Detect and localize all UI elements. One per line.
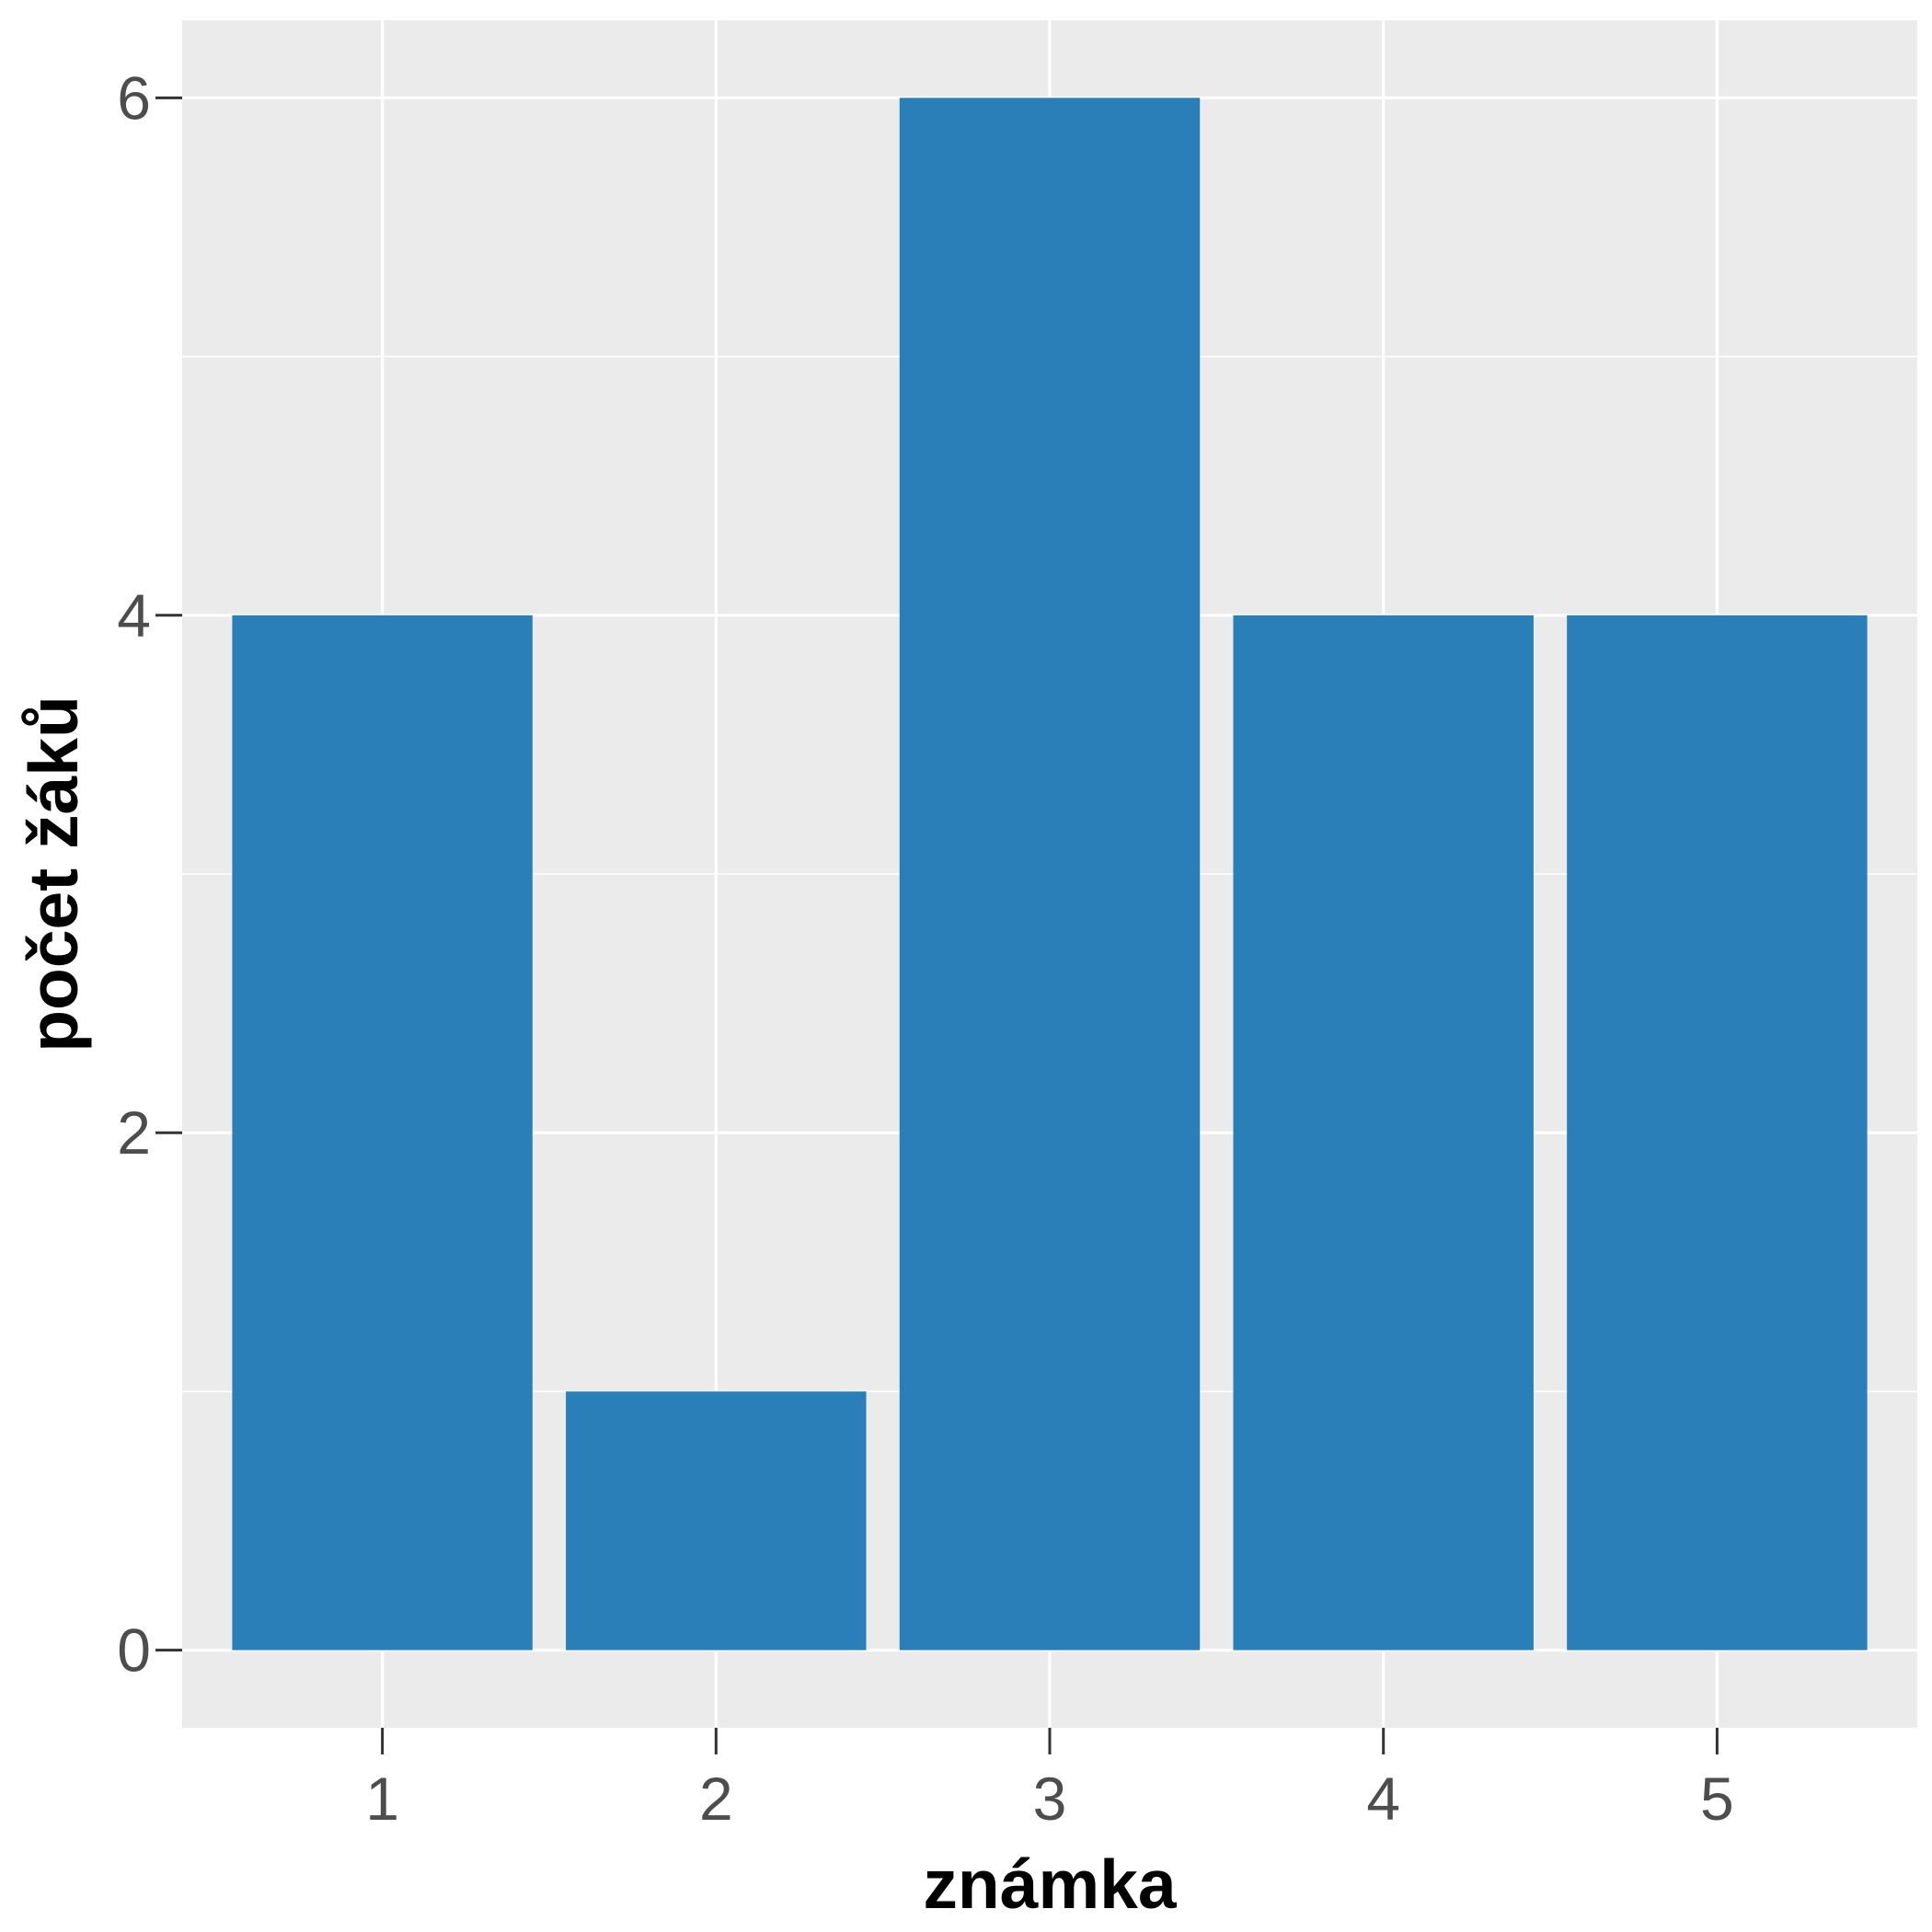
bars bbox=[232, 98, 1868, 1650]
y-axis-title: počet žáků bbox=[15, 696, 92, 1052]
x-tick-label: 1 bbox=[365, 1765, 399, 1833]
x-tick-label: 3 bbox=[1033, 1765, 1067, 1833]
bar-1 bbox=[232, 615, 533, 1650]
y-tick-label: 0 bbox=[117, 1616, 151, 1685]
x-tick-label: 4 bbox=[1366, 1765, 1400, 1833]
y-tick-label: 4 bbox=[117, 581, 151, 650]
x-tick-label: 2 bbox=[699, 1765, 733, 1833]
x-axis: 1 2 3 4 5 bbox=[365, 1728, 1734, 1833]
y-tick-label: 2 bbox=[117, 1098, 151, 1167]
bar-4 bbox=[1233, 615, 1534, 1650]
y-tick-label: 6 bbox=[117, 63, 151, 132]
y-axis: 0 2 4 6 bbox=[117, 63, 182, 1685]
x-axis-title: známka bbox=[923, 1846, 1177, 1923]
x-tick-label: 5 bbox=[1700, 1765, 1734, 1833]
bar-3 bbox=[899, 98, 1201, 1650]
bar-5 bbox=[1567, 615, 1868, 1650]
bar-2 bbox=[566, 1391, 867, 1650]
